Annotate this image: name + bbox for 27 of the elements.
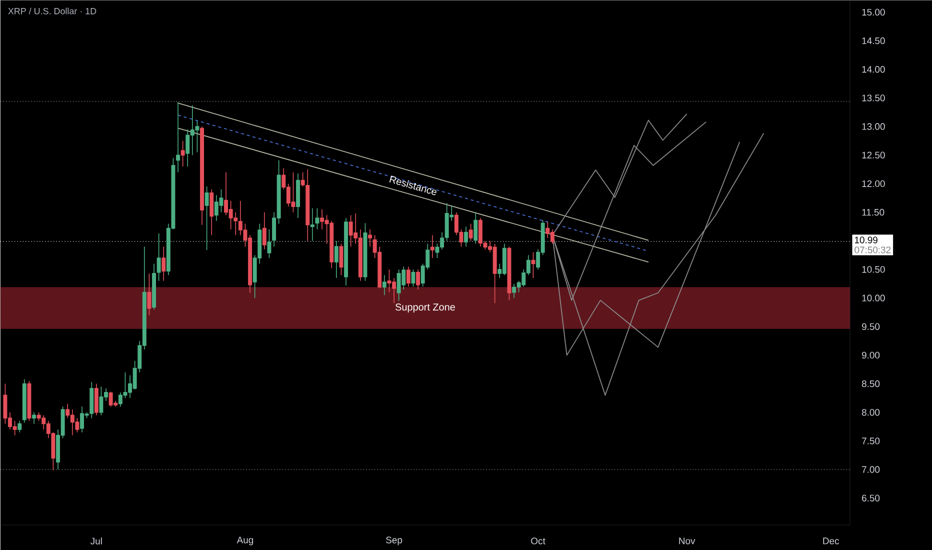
y-tick-label: 14.50 [862, 37, 885, 44]
x-tick-label: Aug [236, 536, 254, 546]
x-tick-label: Sep [386, 536, 402, 546]
x-tick-label: Nov [679, 538, 696, 544]
x-tick-label: Dec [823, 538, 839, 544]
y-tick-label: 9.50 [862, 323, 880, 330]
y-tick-label: 15.00 [862, 8, 885, 16]
y-tick-label: 12.50 [862, 152, 885, 158]
y-tick-label: 7.50 [862, 438, 880, 444]
text: 07:50:32 [854, 246, 891, 254]
text: XRP / U.S. Dollar · 1D [8, 8, 96, 14]
x-tick-label: Jul [90, 538, 102, 544]
y-tick-label: 13.00 [862, 123, 885, 130]
y-tick-label: 13.50 [862, 94, 885, 102]
y-tick-label: 11.50 [862, 208, 884, 216]
x-tick-label: Oct [531, 538, 546, 544]
y-tick-label: 7.00 [862, 466, 880, 473]
y-tick-label: 9.00 [862, 352, 880, 359]
y-tick-label: 10.50 [862, 266, 885, 273]
ref-line-label: 10.99 [854, 236, 878, 244]
y-tick-label: 14.00 [862, 66, 885, 73]
band-label: Support Zone [396, 304, 455, 313]
y-tick-label: 8.50 [862, 380, 880, 388]
y-tick-label: 10.00 [862, 294, 885, 302]
y-tick-label: 6.50 [862, 494, 880, 502]
y-tick-label: 8.00 [862, 409, 880, 416]
y-tick-label: 12.00 [862, 180, 885, 188]
